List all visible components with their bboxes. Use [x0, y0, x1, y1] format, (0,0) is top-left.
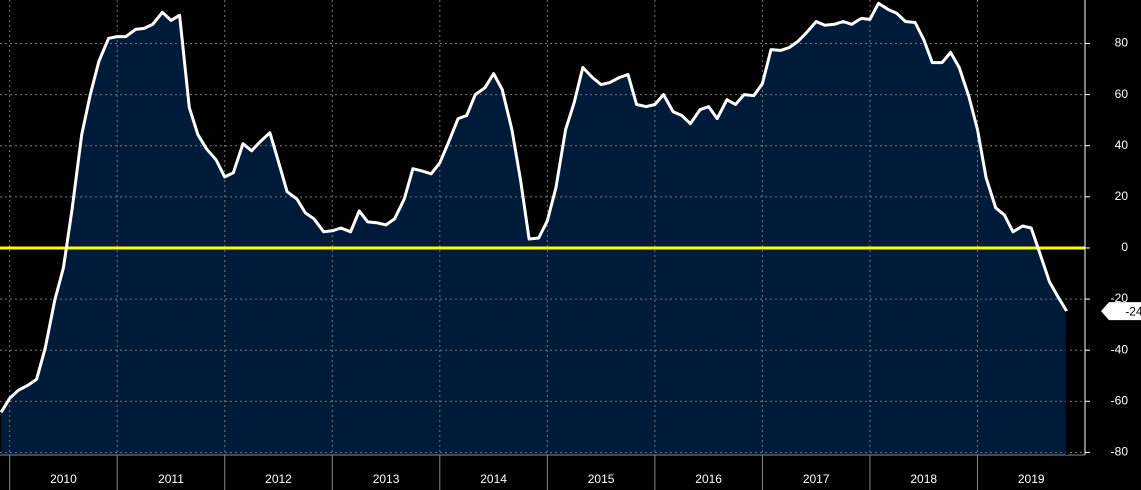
x-tick-label: 2011 — [158, 472, 184, 486]
last-value-label: -24.7 — [1125, 304, 1141, 318]
area — [1, 3, 1067, 456]
x-tick-label: 2015 — [588, 472, 615, 486]
x-tick-label: 2013 — [373, 472, 400, 486]
y-tick-label: -40 — [1111, 342, 1129, 356]
y-tick-label: 80 — [1115, 36, 1129, 50]
y-tick-label: 20 — [1115, 189, 1129, 203]
y-tick-label: 0 — [1121, 240, 1128, 254]
y-tick-label: -60 — [1111, 393, 1129, 407]
line — [0, 1, 1068, 414]
x-tick-label: 2014 — [480, 472, 507, 486]
x-tick-label: 2017 — [803, 472, 830, 486]
last-value-callout — [1101, 302, 1141, 321]
x-tick-label: 2016 — [695, 472, 722, 486]
x-tick-label: 2010 — [50, 472, 77, 486]
x-tick-label: 2019 — [1018, 472, 1045, 486]
y-tick-label: 60 — [1115, 87, 1129, 101]
x-tick-label: 2018 — [910, 472, 937, 486]
x-tick-label: 2012 — [265, 472, 292, 486]
y-tick-label: -20 — [1111, 291, 1129, 305]
y-tick-label: -80 — [1111, 445, 1129, 459]
y-tick-label: 40 — [1115, 138, 1129, 152]
